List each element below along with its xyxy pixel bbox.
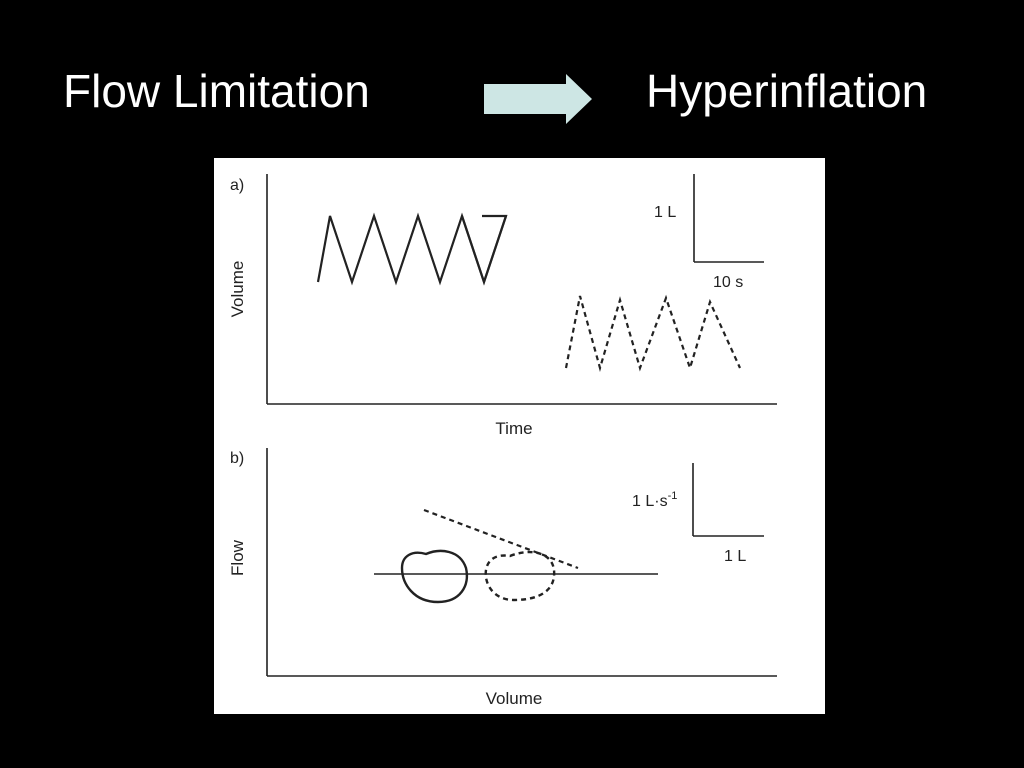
right-arrow-icon (484, 74, 592, 124)
panel-a-y-axis-label: Volume (228, 261, 247, 318)
hyperinflation-flow-volume-loop (484, 550, 556, 602)
panel-b-y-axis-label: Flow (228, 539, 247, 576)
panel-b-scale-vertical-unit: 1 L·s (632, 493, 668, 510)
panel-a-scale-bar (693, 174, 764, 263)
panel-b-scale-bar (692, 463, 764, 537)
panel-b-scale-vertical-exponent: -1 (668, 490, 678, 502)
panel-a-scale-horizontal-label: 10 s (713, 274, 743, 291)
slide-title-left: Flow Limitation (63, 65, 370, 117)
panel-a-label: a) (230, 177, 244, 194)
panel-b-scale-horizontal-label: 1 L (724, 548, 746, 565)
normal-flow-volume-loop (400, 549, 469, 604)
panel-b-label: b) (230, 450, 244, 467)
panel-b-axes (266, 448, 777, 677)
panel-b-x-axis-label: Volume (486, 689, 543, 708)
normal-breathing-volume-trace-end (460, 214, 508, 286)
panel-b-scale-vertical-label: 1 L·s-1 (632, 490, 677, 510)
panel-a-x-axis-label: Time (495, 419, 532, 438)
arrow-shape (484, 74, 592, 124)
maximal-flow-envelope (423, 508, 579, 570)
panel-a-scale-vertical-label: 1 L (654, 204, 676, 221)
hyperinflation-volume-trace (564, 294, 742, 373)
respiratory-figure: a) Volume Time 1 L 10 s b) Flow Volume (214, 158, 825, 714)
figure-canvas: a) Volume Time 1 L 10 s b) Flow Volume (228, 174, 777, 708)
panel-a-axes (266, 174, 777, 405)
slide-title-right: Hyperinflation (646, 65, 928, 117)
normal-breathing-volume-trace (316, 212, 508, 286)
